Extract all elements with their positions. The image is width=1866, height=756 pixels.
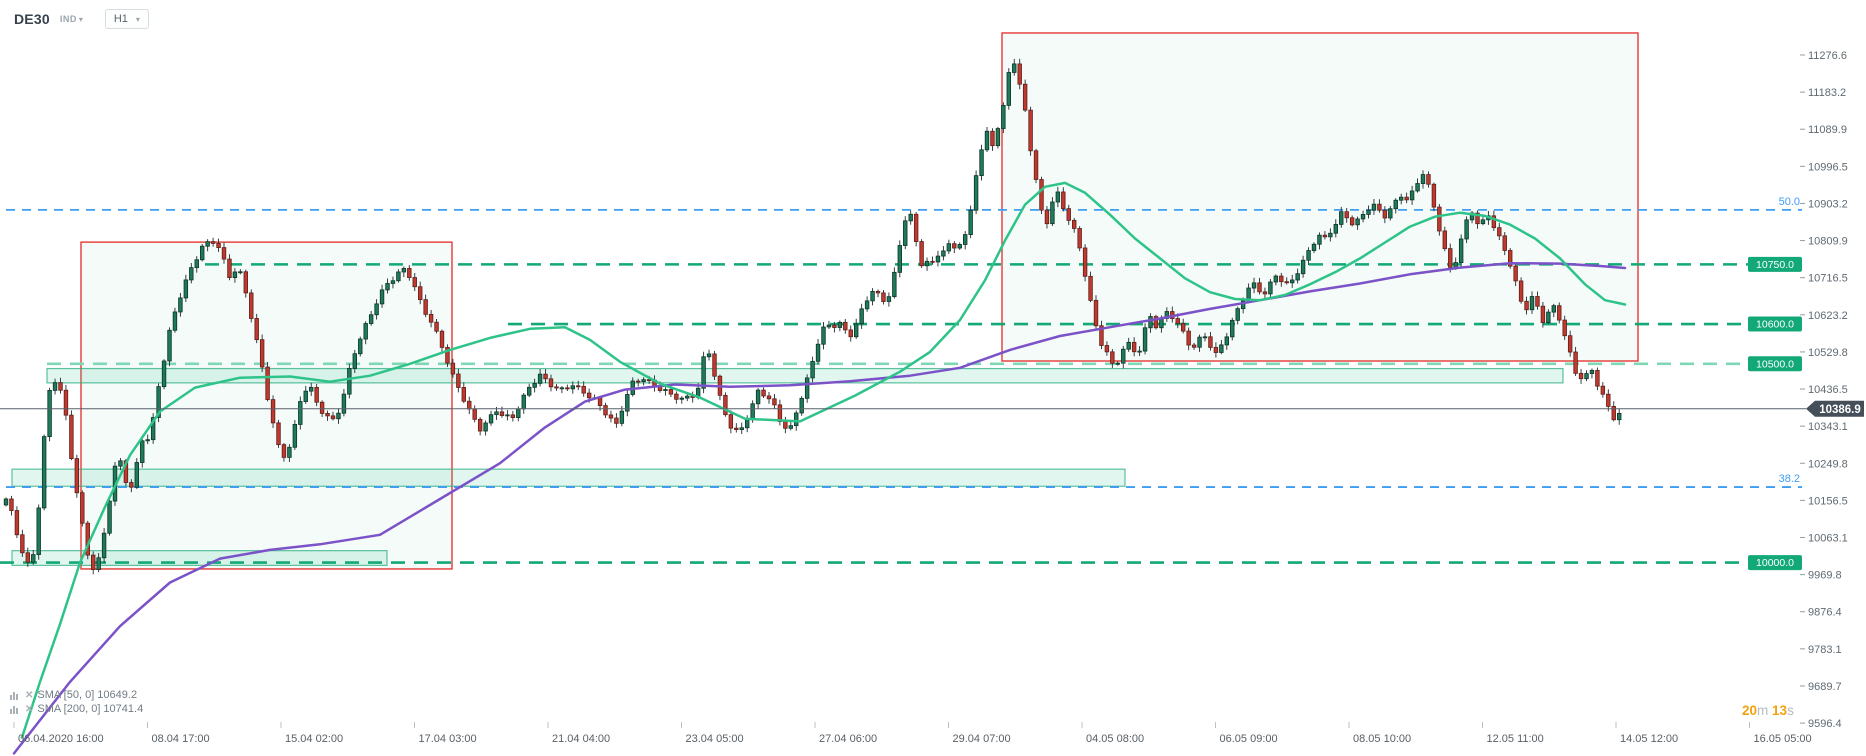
time-axis-label: 17.04 03:00 [419, 733, 477, 745]
price-level-pill[interactable]: 10500.0 [1748, 356, 1802, 372]
price-axis-label: 9596.4 [1808, 718, 1842, 730]
time-axis-label: 08.04 17:00 [152, 733, 210, 745]
price-axis: 11276.6 11183.2 11089.9 10996.5 10903.2 10809… [1800, 50, 1848, 730]
price-axis-label: 10343.1 [1808, 421, 1848, 433]
time-axis-label: 29.04 07:00 [953, 733, 1011, 745]
candles [3, 58, 1622, 575]
time-axis-label: 04.05 08:00 [1086, 733, 1144, 745]
price-axis-label: 11276.6 [1808, 50, 1847, 62]
price-axis-label: 10996.5 [1808, 161, 1848, 173]
indicator-label: SMA [200, 0] 10741.4 [37, 703, 144, 715]
price-axis-label: 9969.8 [1808, 570, 1842, 582]
timer-minutes-unit: m [1757, 703, 1773, 718]
candle-countdown-timer: 20m 13s [1742, 703, 1794, 718]
price-axis-label: 9876.4 [1808, 607, 1842, 619]
price-axis-label: 10623.2 [1808, 310, 1848, 322]
remove-indicator-icon[interactable]: ✕ [25, 703, 34, 715]
indicator-row-sma50: ✕ SMA [50, 0] 10649.2 [10, 688, 143, 702]
time-axis-label: 21.04 04:00 [552, 733, 610, 745]
time-axis-label: 08.05 10:00 [1353, 733, 1411, 745]
price-axis-label: 10809.9 [1808, 236, 1848, 248]
price-axis-label: 10903.2 [1808, 198, 1848, 210]
price-level-pill[interactable]: 10750.0 [1748, 256, 1802, 272]
time-axis-label: 15.04 02:00 [285, 733, 343, 745]
current-price-tag: 10386.9 [1806, 400, 1864, 417]
price-axis-label: 9689.7 [1808, 681, 1842, 693]
time-axis-label: 12.05 11:00 [1487, 733, 1544, 745]
market-type-label: IND [59, 14, 77, 24]
time-axis-label: 06.05 09:00 [1220, 733, 1278, 745]
indicator-legend: ✕ SMA [50, 0] 10649.2 ✕ SMA [200, 0] 107… [10, 688, 143, 716]
price-axis-label: 11089.9 [1808, 124, 1847, 136]
time-axis-label: 27.04 06:00 [819, 733, 877, 745]
time-axis-label: 16.05 05:00 [1754, 733, 1812, 745]
instrument-header: DE30 IND ▾ H1 ▾ [14, 9, 149, 29]
remove-indicator-icon[interactable]: ✕ [25, 689, 34, 701]
sma50-line[interactable] [20, 181, 1627, 739]
price-level-pill-label: 10750.0 [1756, 259, 1794, 271]
timeframe-dropdown[interactable]: H1 ▾ [104, 9, 149, 29]
chevron-down-icon: ▾ [135, 14, 140, 24]
price-level-pill-label: 10000.0 [1756, 557, 1794, 569]
fib-label: 50.0 [1779, 196, 1800, 208]
timer-minutes: 20 [1742, 703, 1758, 718]
current-price-label: 10386.9 [1819, 404, 1861, 416]
annotation-rectangles [80, 32, 1639, 570]
price-axis-label: 10716.5 [1808, 273, 1848, 285]
sma200-line[interactable] [12, 261, 1627, 755]
indicator-label: SMA [50, 0] 10649.2 [37, 689, 138, 701]
time-axis-label: 23.04 05:00 [686, 733, 744, 745]
zone-rectangle[interactable] [11, 468, 1126, 487]
price-axis-label: 9783.1 [1808, 644, 1842, 656]
price-axis-label: 10249.8 [1808, 458, 1848, 470]
timeframe-label: H1 [113, 13, 128, 25]
indicator-settings-icon[interactable] [10, 691, 21, 700]
red-rectangle[interactable] [80, 241, 453, 570]
fib-label: 38.2 [1779, 473, 1800, 485]
market-type-dropdown[interactable]: IND ▾ [58, 14, 83, 24]
price-axis-label: 10529.8 [1808, 347, 1848, 359]
chevron-down-icon: ▾ [78, 14, 83, 24]
price-level-pill[interactable]: 10600.0 [1748, 316, 1802, 332]
symbol-label: DE30 [14, 11, 50, 27]
price-axis-label: 10436.5 [1808, 384, 1848, 396]
price-axis-label: 10063.1 [1808, 532, 1848, 544]
price-level-pill[interactable]: 10000.0 [1748, 555, 1802, 571]
price-level-pill-label: 10600.0 [1756, 319, 1794, 331]
indicator-settings-icon[interactable] [10, 705, 21, 714]
fib-levels: 50.0 38.2 [6, 196, 1802, 488]
timer-seconds: 13 [1772, 703, 1788, 718]
time-axis: 06.04.2020 16:00 08.04 17:00 15.04 02:00 17… [13, 722, 1812, 745]
price-axis-label: 10156.5 [1808, 495, 1848, 507]
price-levels [0, 263, 1748, 564]
price-level-pill-label: 10500.0 [1756, 358, 1794, 370]
timer-seconds-unit: s [1787, 703, 1794, 718]
price-axis-label: 11183.2 [1808, 87, 1846, 99]
time-axis-label: 06.04.2020 16:00 [18, 733, 104, 745]
indicator-row-sma200: ✕ SMA [200, 0] 10741.4 [10, 702, 143, 716]
time-axis-label: 14.05 12:00 [1620, 733, 1678, 745]
